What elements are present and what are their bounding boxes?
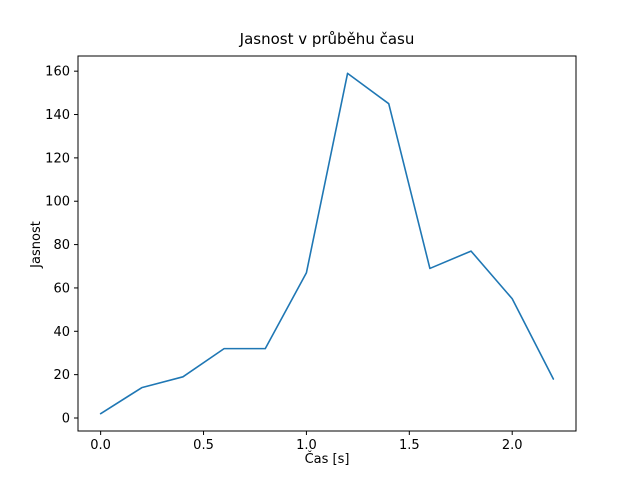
- y-tick-label: 0: [62, 411, 70, 426]
- x-tick-label: 1.0: [296, 438, 317, 453]
- x-tick-label: 1.5: [399, 438, 420, 453]
- y-tick-label: 40: [53, 325, 70, 340]
- chart-title: Jasnost v průběhu času: [239, 30, 415, 48]
- y-tick-label: 160: [45, 65, 70, 80]
- line-series: [99, 72, 555, 415]
- y-tick-label: 140: [45, 108, 70, 123]
- y-tick-label: 100: [45, 195, 70, 210]
- plot-frame: [77, 55, 577, 432]
- y-tick-label: 20: [53, 368, 70, 383]
- x-axis-label: Čas [s]: [304, 452, 350, 467]
- x-tick-label: 2.0: [502, 438, 523, 453]
- y-tick-label: 80: [53, 238, 70, 253]
- y-tick-label: 60: [53, 281, 70, 296]
- y-tick-label: 120: [45, 151, 70, 166]
- x-tick-label: 0.0: [90, 438, 111, 453]
- x-tick-label: 0.5: [193, 438, 214, 453]
